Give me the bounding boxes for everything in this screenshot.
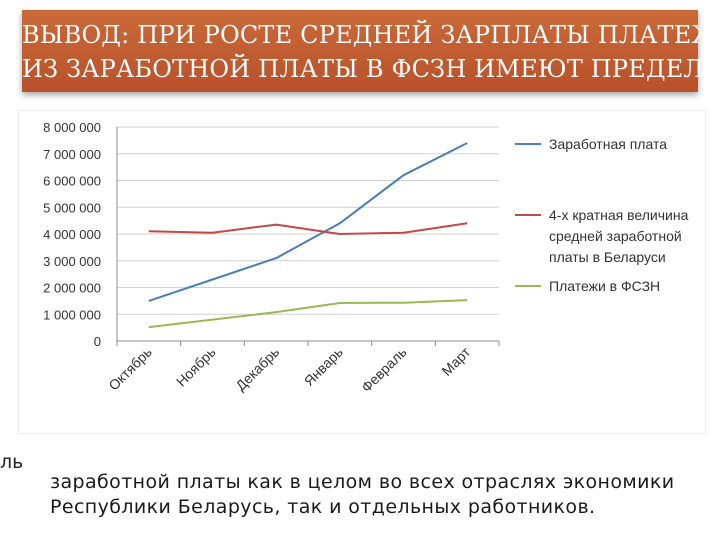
y-tick-label: 3 000 000 [43,254,101,269]
title-line-1: ВЫВОД: ПРИ РОСТЕ СРЕДНЕЙ ЗАРПЛАТЫ ПЛАТЕЖ… [22,21,720,49]
stray-text-fragment: ль [0,451,24,473]
y-tick-label: 8 000 000 [43,120,101,135]
x-tick-label: Декабрь [232,344,282,394]
y-tick-label: 4 000 000 [43,227,101,242]
series-line [148,299,468,329]
series-line [148,142,468,302]
x-tick-label: Февраль [358,344,410,396]
chart-svg: 0 1 000 000 2 000 000 3 000 000 4 000 000 5 0… [43,120,689,396]
x-tick-label: Ноябрь [173,344,219,390]
body-line-2: Республики Беларусь, так и отдельных раб… [50,496,596,518]
y-tick-label: 7 000 000 [43,147,101,162]
legend-label: Заработная плата [549,136,667,152]
legend-label: 4-х кратная величина средней заработной пл… [549,207,689,265]
x-tick-label: Январь [301,344,346,389]
y-tick-label: 6 000 000 [43,174,101,189]
slide-title: ВЫВОД: ПРИ РОСТЕ СРЕДНЕЙ ЗАРПЛАТЫ ПЛАТЕЖ… [22,10,720,92]
series-line [148,222,468,235]
x-tick-label: Октябрь [105,344,155,394]
y-tick-label: 2 000 000 [43,281,101,296]
y-tick-label: 0 [94,334,101,349]
title-line-2: ИЗ ЗАРАБОТНОЙ ПЛАТЫ В ФСЗН ИМЕЮТ ПРЕДЕЛ [22,55,704,83]
line-chart: 0 1 000 000 2 000 000 3 000 000 4 000 000 5 0… [18,110,706,434]
y-tick-label: 5 000 000 [43,200,101,215]
legend-label: Платежи в ФСЗН [549,278,660,294]
y-tick-label: 1 000 000 [43,307,101,322]
x-tick-label: Март [438,343,473,378]
body-line-1: заработной платы как в целом во всех отр… [50,471,675,493]
body-text: заработной платы как в целом во всех отр… [50,470,710,520]
